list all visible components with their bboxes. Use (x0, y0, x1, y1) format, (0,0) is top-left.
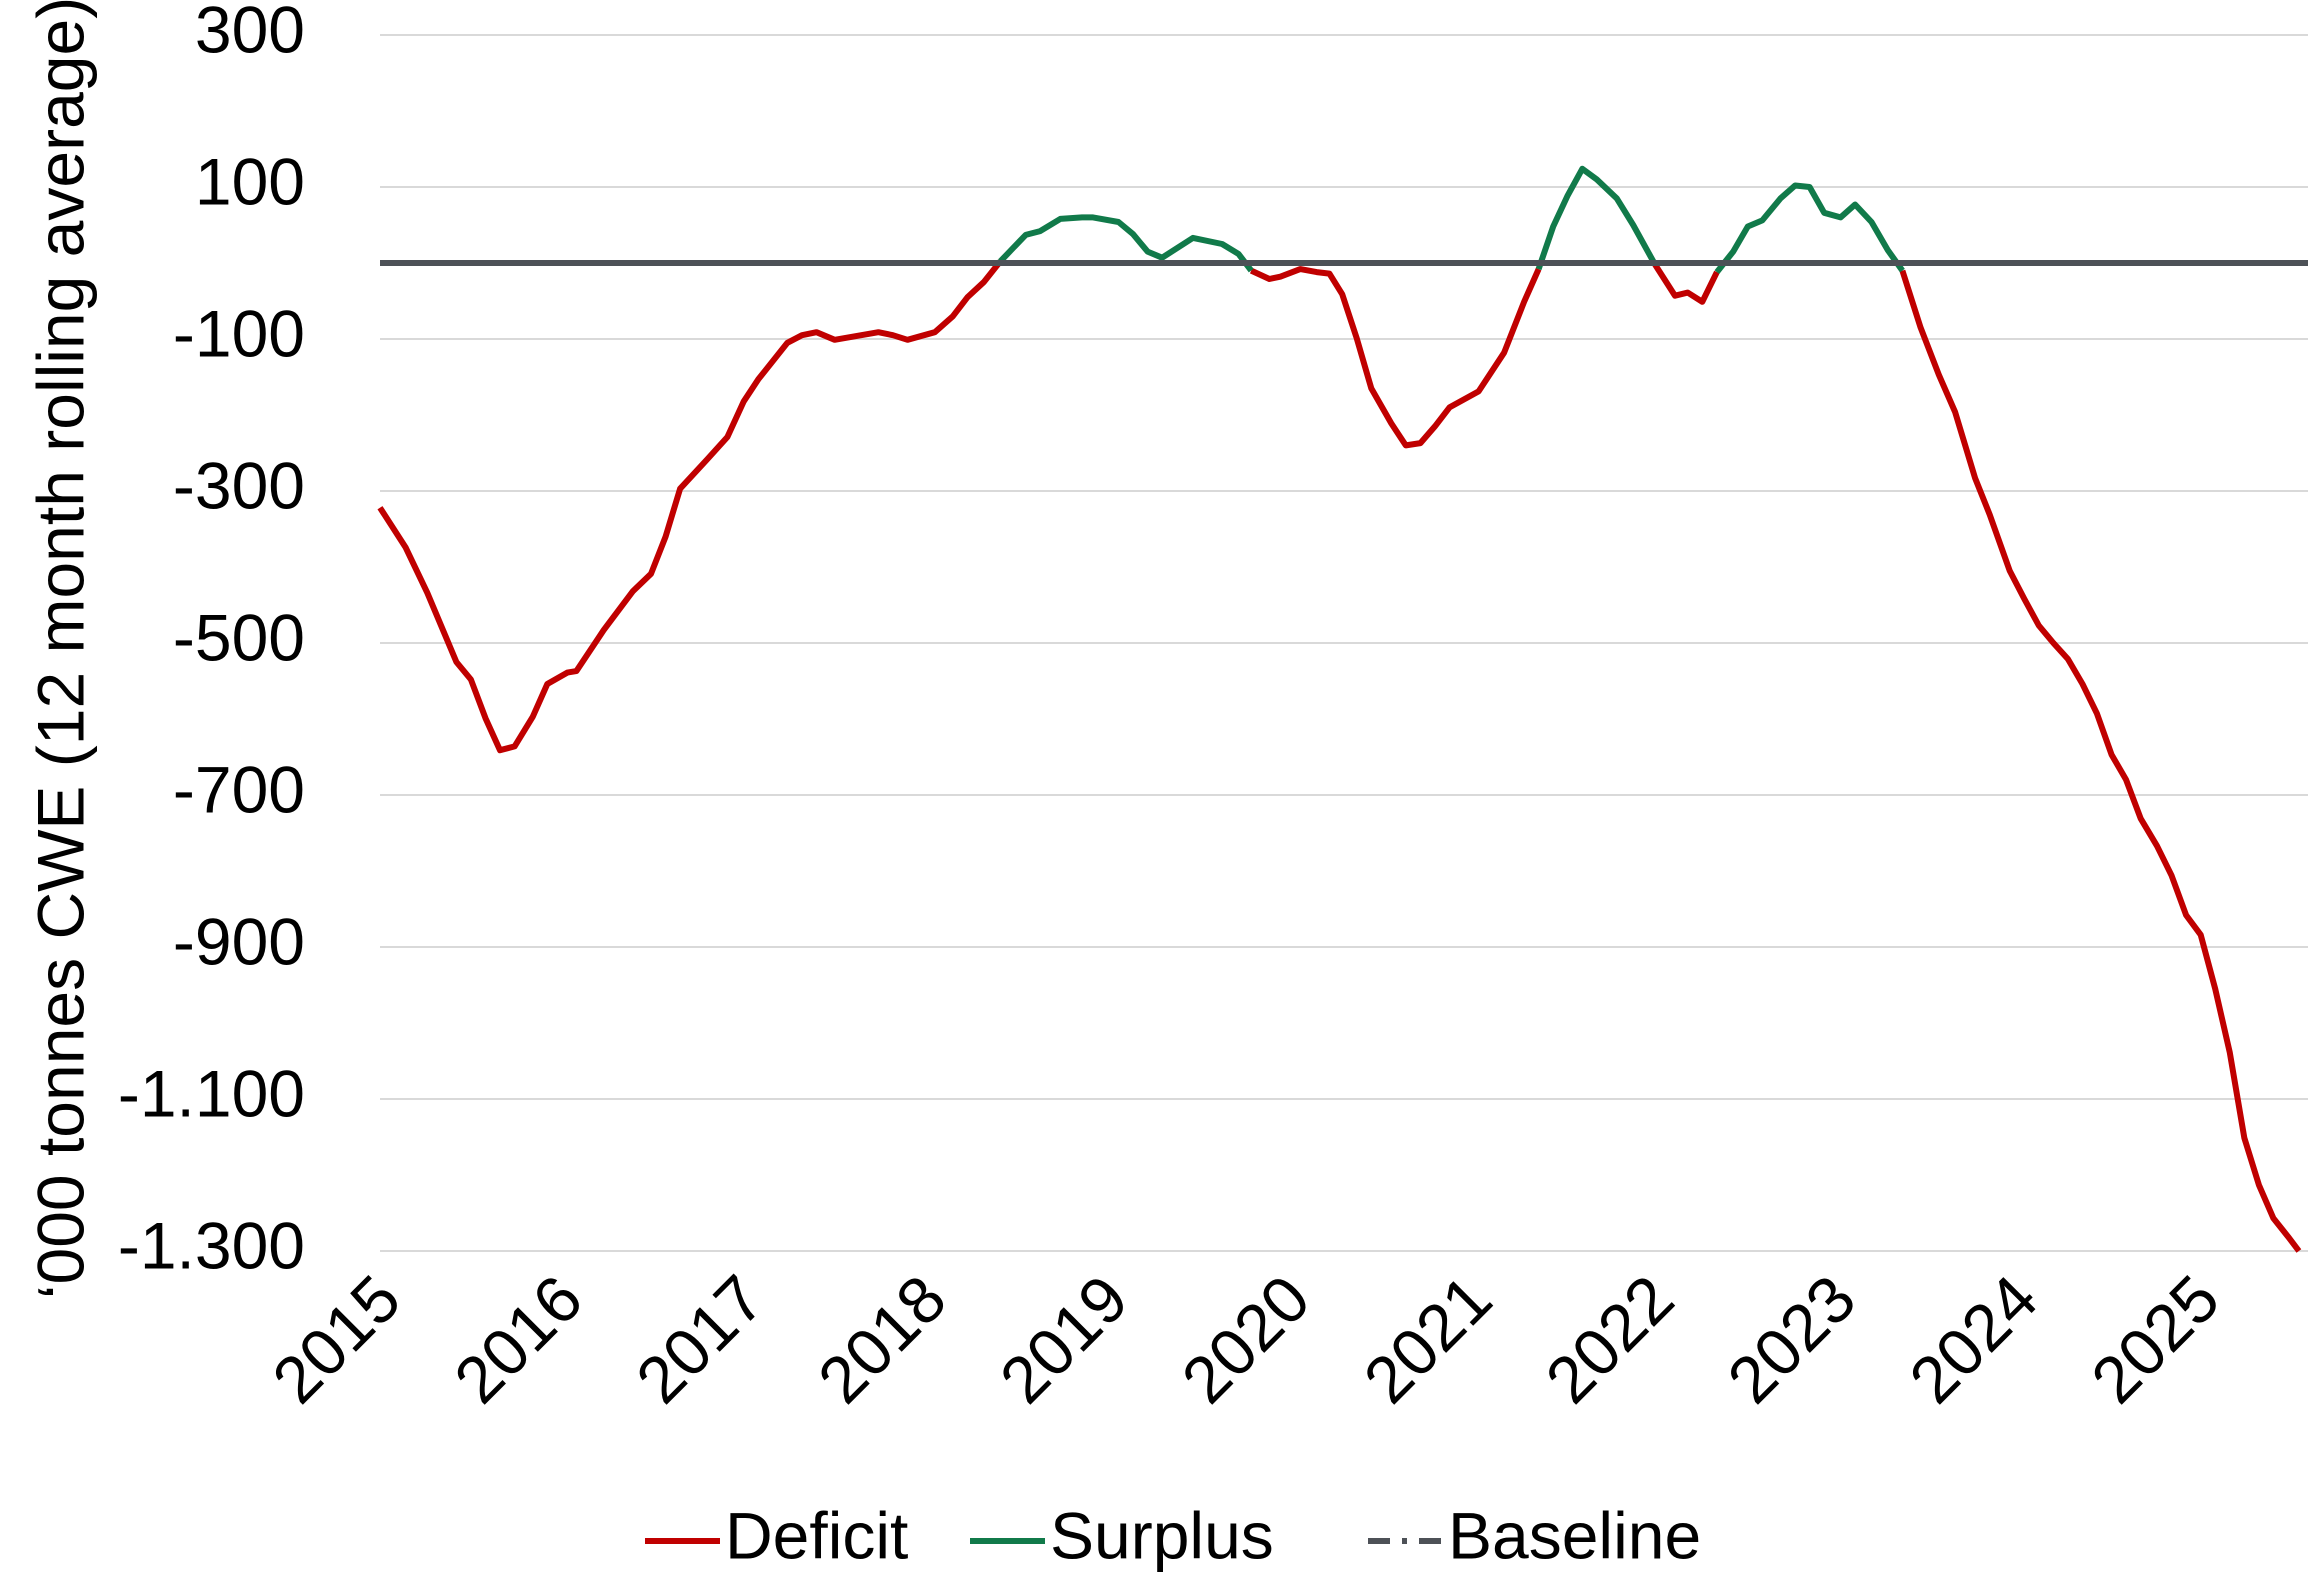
x-tick-label: 2015 (258, 1261, 414, 1417)
y-axis-label: ‘000 tonnes CWE (12 month rolling averag… (23, 0, 97, 1299)
x-tick-label: 2019 (986, 1261, 1142, 1417)
x-tick-label: 2016 (440, 1261, 596, 1417)
series-line (998, 165, 1905, 274)
legend-label: Surplus (1050, 1498, 1274, 1572)
y-tick-label: -500 (173, 600, 305, 674)
x-tick-label: 2021 (1349, 1261, 1505, 1417)
x-tick-label: 2020 (1168, 1261, 1324, 1417)
y-tick-label: -300 (173, 448, 305, 522)
x-tick-label: 2025 (2077, 1261, 2233, 1417)
x-tick-label: 2023 (1713, 1261, 1869, 1417)
x-tick-label: 2024 (1895, 1261, 2051, 1417)
legend-label: Deficit (725, 1498, 908, 1572)
x-tick-label: 2022 (1531, 1261, 1687, 1417)
x-tick-label: 2017 (622, 1261, 778, 1417)
y-tick-label: -700 (173, 752, 305, 826)
x-tick-label: 2018 (804, 1261, 960, 1417)
y-tick-label: 100 (195, 144, 305, 218)
y-tick-label: -1.100 (118, 1056, 305, 1130)
legend-label: Baseline (1448, 1498, 1701, 1572)
y-tick-label: -100 (173, 296, 305, 370)
y-tick-label: -900 (173, 904, 305, 978)
y-tick-label: -1.300 (118, 1208, 305, 1282)
series-line (377, 259, 2302, 1253)
y-tick-label: 300 (195, 0, 305, 66)
